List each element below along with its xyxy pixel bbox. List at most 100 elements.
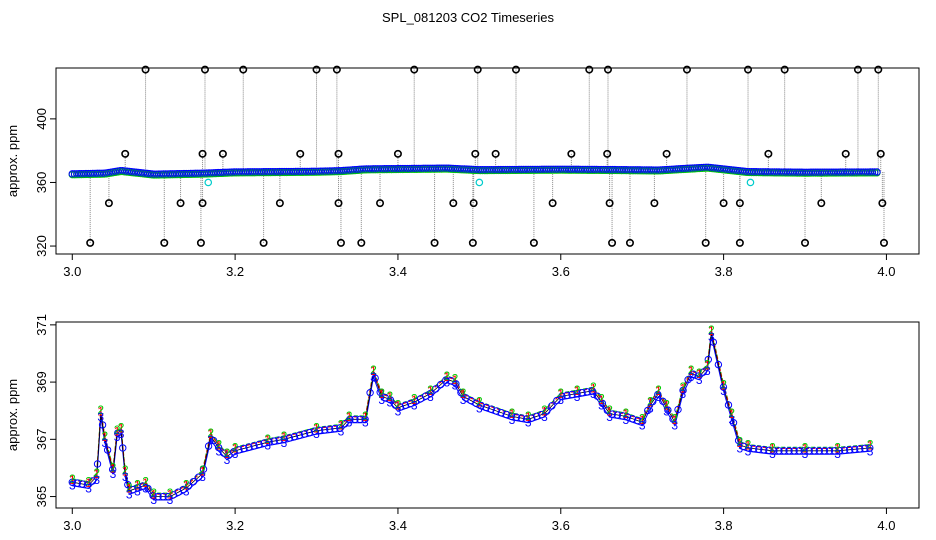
series-label-2: 2 <box>199 463 206 477</box>
flag-point <box>449 199 458 208</box>
series-label-2: 2 <box>134 478 141 492</box>
data-point <box>608 410 617 418</box>
x-tick-label: 3.4 <box>389 518 407 533</box>
flag-point <box>682 65 691 74</box>
data-point <box>638 417 647 425</box>
flag-point <box>764 149 773 158</box>
data-point <box>866 444 874 452</box>
data-point <box>583 388 591 396</box>
baseline-points <box>68 163 881 179</box>
data-point <box>194 473 203 481</box>
series-label-3: 3 <box>142 482 149 496</box>
flag-point <box>275 199 284 208</box>
x-tick-label: 3.4 <box>389 264 407 279</box>
data-point <box>755 445 763 453</box>
flag-point <box>719 199 728 208</box>
data-point <box>654 390 662 399</box>
y-tick-label: 367 <box>34 428 49 450</box>
series-label-2: 2 <box>126 480 133 494</box>
series-label-2: 2 <box>69 472 76 486</box>
data-point <box>482 403 490 412</box>
flag-point <box>735 238 744 247</box>
series-label-2: 2 <box>688 363 695 377</box>
data-point <box>780 447 788 455</box>
series-label-3: 3 <box>867 444 874 458</box>
series-label-2: 2 <box>867 437 874 451</box>
series-label-3: 3 <box>378 393 385 407</box>
data-point <box>861 444 869 453</box>
data-point <box>719 383 728 391</box>
series-label-3: 3 <box>199 470 206 484</box>
series-label-3: 3 <box>411 399 418 413</box>
flag-point <box>239 65 248 74</box>
data-point <box>270 437 278 445</box>
data-point <box>694 372 702 380</box>
series-label-3: 3 <box>476 401 483 415</box>
data-point <box>280 435 288 443</box>
flag-point <box>332 65 341 74</box>
flag-point <box>662 149 671 158</box>
series-label-2: 2 <box>655 383 662 397</box>
series-label-1: 1 <box>623 407 630 421</box>
data-point <box>618 412 627 420</box>
series-label-2: 2 <box>370 363 377 377</box>
series-label-1: 1 <box>557 387 564 401</box>
y-tick-label: 400 <box>34 108 49 130</box>
y-tick-label: 360 <box>34 172 49 194</box>
flag-point <box>603 65 612 74</box>
series-label-3: 3 <box>386 396 393 410</box>
data-point <box>144 484 152 493</box>
series-label-1: 1 <box>142 476 149 490</box>
data-point <box>124 480 132 489</box>
series-label-1: 1 <box>541 404 548 418</box>
series-label-3: 3 <box>655 390 662 404</box>
series-label-3: 3 <box>215 444 222 458</box>
data-point <box>497 409 506 417</box>
data-point <box>760 446 768 454</box>
data-point <box>684 375 692 384</box>
series-label-3: 3 <box>114 430 121 444</box>
data-point <box>644 406 652 415</box>
data-point <box>805 447 813 455</box>
flag-point <box>312 65 321 74</box>
data-point <box>98 421 107 429</box>
series-label-3: 3 <box>346 416 353 430</box>
series-label-2: 2 <box>745 437 752 451</box>
data-point <box>699 368 707 376</box>
data-point <box>538 410 546 419</box>
y-axis: 365 367 369 371 <box>34 314 56 507</box>
outlier-point <box>204 178 213 187</box>
series-label-1: 1 <box>102 430 109 444</box>
series-label-3: 3 <box>207 433 214 447</box>
x-tick-label: 3.8 <box>715 518 733 533</box>
series-label-1: 1 <box>134 479 141 493</box>
series-label-3: 3 <box>590 387 597 401</box>
series-label-3: 3 <box>680 387 687 401</box>
data-point <box>840 446 849 454</box>
series-label-3: 3 <box>395 404 402 418</box>
series-label-3: 3 <box>574 390 581 404</box>
x-axis: 3.0 3.2 3.4 3.6 3.8 4.0 <box>63 254 895 279</box>
flag-point <box>376 199 385 208</box>
data-point <box>134 484 142 492</box>
data-point <box>310 427 319 435</box>
data-point <box>457 388 465 397</box>
data-point <box>300 430 309 438</box>
x-tick-label: 3.6 <box>552 264 570 279</box>
series-label-3: 3 <box>118 427 125 441</box>
x-axis: 3.0 3.2 3.4 3.6 3.8 4.0 <box>63 508 895 533</box>
series-label-1: 1 <box>215 439 222 453</box>
data-point <box>245 443 253 451</box>
series-label-2: 2 <box>476 395 483 409</box>
data-point <box>426 389 435 398</box>
series-label-1: 1 <box>362 410 369 424</box>
series-label-3: 3 <box>728 413 735 427</box>
data-point <box>492 407 500 415</box>
flag-point <box>334 149 343 158</box>
flag-point <box>780 65 789 74</box>
data-point <box>800 447 808 455</box>
data-point <box>689 370 697 378</box>
series-label-2: 2 <box>411 392 418 406</box>
data-point <box>78 480 87 488</box>
